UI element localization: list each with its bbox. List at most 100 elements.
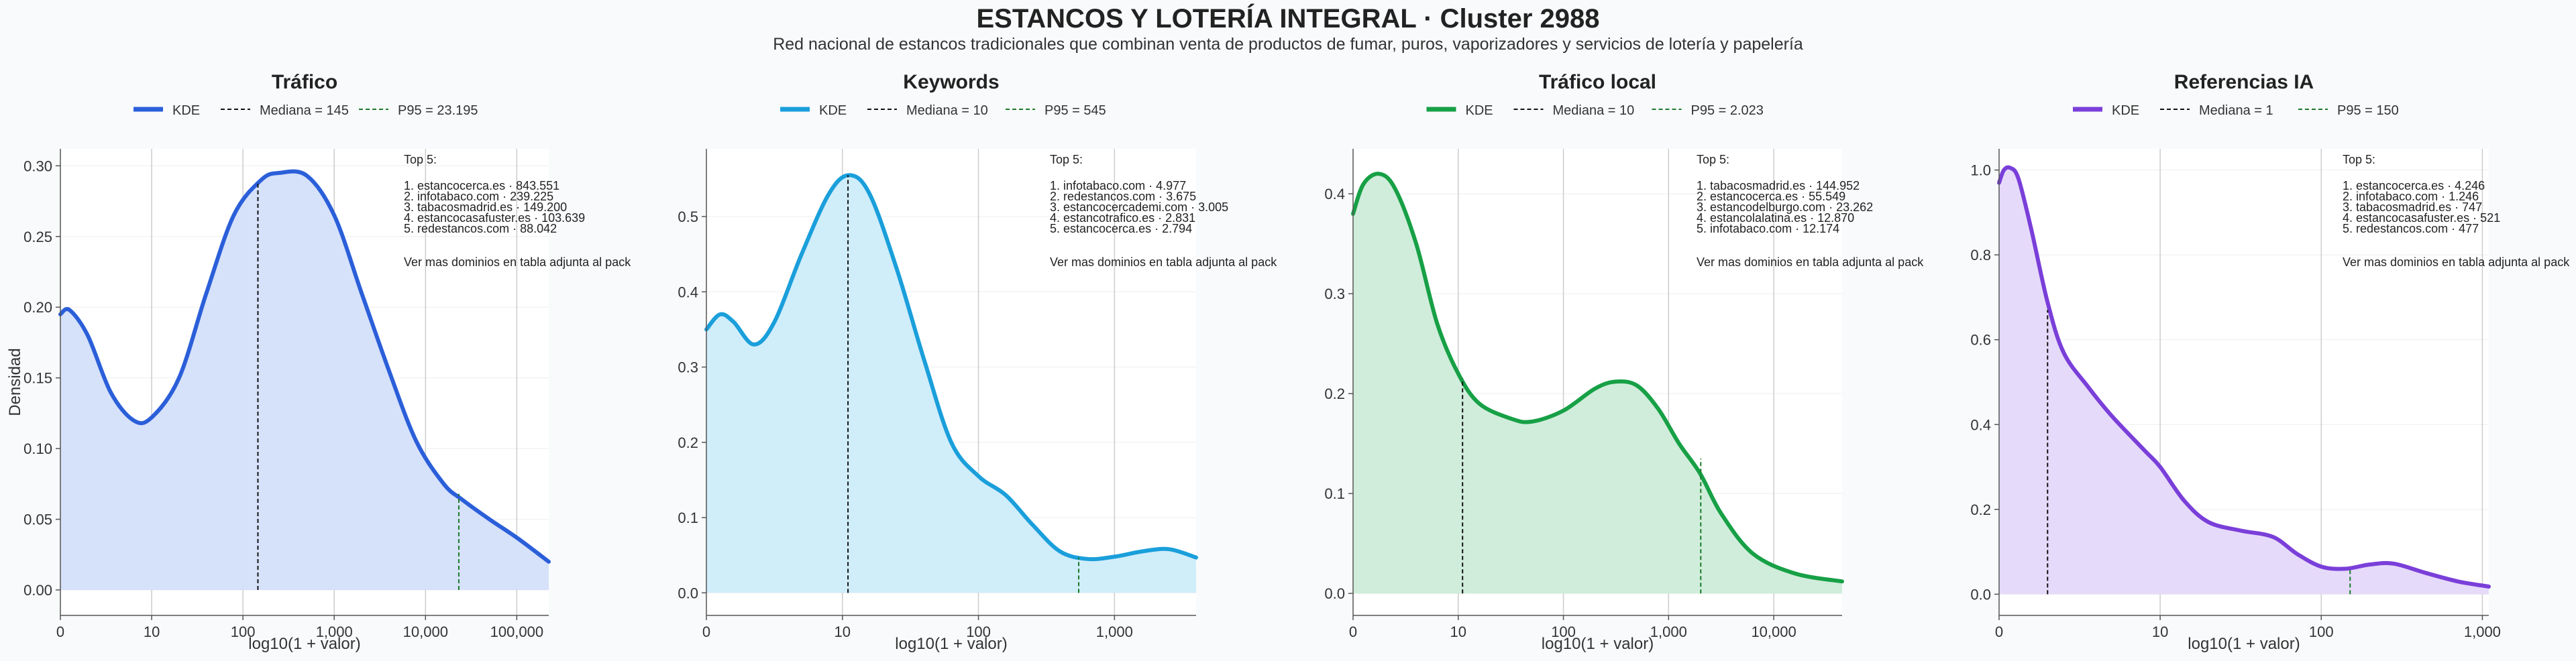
y-tick-label: 0.1 (1324, 485, 1345, 502)
x-tick-label: 0 (1349, 623, 1357, 640)
top-item: 3. tabacosmadrid.es · 747 (2343, 200, 2482, 214)
top-title: Top 5: (1697, 153, 1729, 166)
chart-panel-1: 0.00 0.05 0.10 0.15 0.20 0.25 0.30 0 10 100 1,000 1… (6, 71, 631, 653)
top-item: 2. infotabaco.com · 1.246 (2343, 190, 2479, 203)
x-axis-label: log10(1 + valor) (248, 635, 360, 653)
legend-label-p95: P95 = 150 (2337, 103, 2399, 118)
legend-label-median: Mediana = 10 (906, 103, 988, 118)
top-item: 3. tabacosmadrid.es · 149.200 (404, 200, 567, 214)
x-tick-label: 100 (1551, 623, 1576, 640)
x-tick-label: 10 (2152, 623, 2168, 640)
top-footer: Ver mas dominios en tabla adjunta al pac… (2343, 255, 2570, 269)
top-footer: Ver mas dominios en tabla adjunta al pac… (1050, 255, 1277, 269)
top-item: 5. redestancos.com · 477 (2343, 222, 2479, 235)
x-tick-label: 100,000 (490, 623, 544, 640)
x-axis-label: log10(1 + valor) (1542, 635, 1654, 653)
legend-label-median: Mediana = 1 (2199, 103, 2273, 118)
x-tick-label: 1,000 (1650, 623, 1687, 640)
y-axis-label: Densidad (6, 348, 24, 416)
kde-line (1351, 172, 1844, 584)
y-tick-label: 0.3 (678, 359, 698, 376)
kde-fill (706, 175, 1196, 593)
y-tick-label: 0.1 (678, 509, 698, 526)
y-tick-label: 0.2 (1970, 501, 1991, 518)
x-tick-label: 10 (144, 623, 160, 640)
x-tick-label: 0 (702, 623, 710, 640)
y-tick-label: 0.5 (678, 208, 698, 225)
chart-panel-3: 0.0 0.1 0.2 0.3 0.4 0 10 100 1,000 10,000 log10(1 … (1324, 71, 1924, 653)
y-tick-label: 0.30 (23, 158, 52, 174)
top-item: 5. infotabaco.com · 12.174 (1697, 222, 1839, 235)
chart-title: Tráfico (272, 71, 337, 93)
kde-line (1997, 165, 2491, 589)
chart-panel-2: 0.0 0.1 0.2 0.3 0.4 0.5 0 10 100 1,000 log10(1 + v… (678, 71, 1277, 653)
kde-fill (60, 171, 549, 591)
top-item: 1. estancocerca.es · 843.551 (404, 179, 559, 192)
chart-title: Tráfico local (1539, 71, 1656, 93)
kde-line (704, 173, 1198, 562)
legend-label-median: Mediana = 145 (260, 103, 349, 118)
kde-fill (1999, 167, 2489, 595)
y-tick-label: 0.0 (678, 585, 698, 601)
y-tick-label: 0.20 (23, 299, 52, 316)
top-item: 2. redestancos.com · 3.675 (1050, 190, 1196, 203)
top-item: 1. infotabaco.com · 4.977 (1050, 179, 1186, 192)
legend-label-kde: KDE (172, 103, 200, 118)
top-item: 3. estancocercademi.com · 3.005 (1050, 200, 1228, 214)
x-tick-label: 100 (231, 623, 256, 640)
legend-label-kde: KDE (819, 103, 847, 118)
y-tick-label: 0.8 (1970, 247, 1991, 263)
x-tick-label: 1,000 (316, 623, 353, 640)
y-tick-label: 0.0 (1324, 585, 1345, 602)
x-tick-label: 1,000 (2464, 623, 2501, 640)
top-title: Top 5: (1050, 153, 1083, 166)
legend-label-kde: KDE (1466, 103, 1493, 118)
x-axis-label: log10(1 + valor) (2188, 635, 2300, 653)
legend-label-p95: P95 = 545 (1044, 103, 1106, 118)
x-tick-label: 10 (835, 623, 851, 640)
legend-label-median: Mediana = 10 (1553, 103, 1635, 118)
top-footer: Ver mas dominios en tabla adjunta al pac… (404, 255, 631, 269)
x-tick-label: 100 (966, 623, 991, 640)
top-item: 5. redestancos.com · 88.042 (404, 222, 557, 235)
top-title: Top 5: (404, 153, 437, 166)
y-tick-label: 1.0 (1970, 162, 1991, 179)
top-item: 4. estancocasafuster.es · 521 (2343, 211, 2500, 225)
chart-title: Keywords (903, 71, 999, 93)
y-tick-label: 0.25 (23, 229, 52, 245)
y-tick-label: 0.2 (678, 434, 698, 451)
legend-label-p95: P95 = 2.023 (1691, 103, 1764, 118)
x-tick-label: 0 (56, 623, 64, 640)
x-tick-label: 10,000 (403, 623, 448, 640)
top-item: 1. tabacosmadrid.es · 144.952 (1697, 179, 1860, 192)
top-item: 2. infotabaco.com · 239.225 (404, 190, 553, 203)
legend-label-p95: P95 = 23.195 (398, 103, 478, 118)
top-item: 4. estancolalatina.es · 12.870 (1697, 211, 1854, 225)
chart-panel-4: 0.0 0.2 0.4 0.6 0.8 1.0 0 10 100 1,000 log10(1 + v… (1970, 71, 2570, 653)
y-tick-label: 0.10 (23, 440, 52, 457)
y-tick-label: 0.2 (1324, 385, 1345, 402)
x-tick-label: 100 (2309, 623, 2334, 640)
chart-title: Referencias IA (2174, 71, 2314, 93)
y-tick-label: 0.3 (1324, 286, 1345, 302)
legend-label-kde: KDE (2112, 103, 2139, 118)
x-axis-label: log10(1 + valor) (895, 635, 1007, 653)
top-item: 1. estancocerca.es · 4.246 (2343, 179, 2485, 192)
y-tick-label: 0.4 (1970, 416, 1991, 433)
top-item: 4. estancocasafuster.es · 103.639 (404, 211, 585, 225)
kde-fill (1353, 174, 1842, 594)
x-tick-label: 1,000 (1096, 623, 1133, 640)
x-tick-label: 0 (1995, 623, 2003, 640)
page-title: ESTANCOS Y LOTERÍA INTEGRAL · Cluster 29… (976, 4, 1600, 34)
y-tick-label: 0.00 (23, 582, 52, 599)
kde-line (58, 169, 551, 564)
top-footer: Ver mas dominios en tabla adjunta al pac… (1697, 255, 1924, 269)
page-subtitle: Red nacional de estancos tradicionales q… (773, 35, 1803, 54)
top-title: Top 5: (2343, 153, 2375, 166)
top-item: 2. estancocerca.es · 55.549 (1697, 190, 1845, 203)
y-tick-label: 0.0 (1970, 586, 1991, 603)
y-tick-label: 0.05 (23, 512, 52, 528)
top-item: 4. estancotrafico.es · 2.831 (1050, 211, 1195, 225)
y-tick-label: 0.15 (23, 370, 52, 387)
x-tick-label: 10 (1450, 623, 1466, 640)
